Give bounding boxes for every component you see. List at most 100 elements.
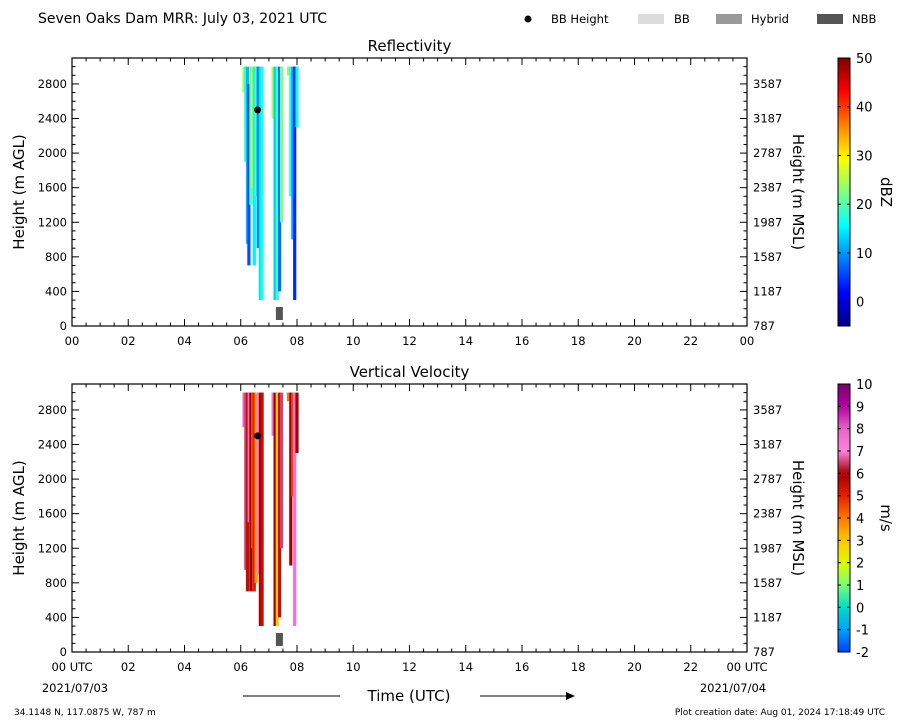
data-column [252,392,256,592]
x-tick-label: 10 [346,660,361,674]
data-column [245,392,250,592]
colorbar-tick-label: 50 [856,52,873,67]
x-tick-label: 08 [290,334,305,348]
data-column [252,66,256,266]
y-right-tick-label: 2387 [753,181,782,195]
y-tick-label: 400 [45,284,67,298]
x-tick-label: 04 [177,660,192,674]
colorbar-tick-label: 30 [856,149,873,164]
data-column [271,392,275,436]
data-column [258,392,262,626]
x-tick-label: 14 [458,334,473,348]
bb-flag-marker [275,307,283,320]
data-column [256,66,260,249]
colorbar-label: m/s [877,504,895,532]
colorbar-tick-label: 6 [856,467,864,482]
y-right-tick-label: 1587 [753,576,782,590]
data-column [278,66,282,292]
y-tick-label: 800 [45,250,67,264]
x-tick-label: 22 [683,660,698,674]
y-axis-label: Height (m AGL) [10,134,28,249]
bb-flag-marker [275,633,283,646]
figure-title: Seven Oaks Dam MRR: July 03, 2021 UTC [38,11,327,27]
data-column [254,66,258,197]
data-column [273,392,277,626]
data-column [287,66,291,76]
y-right-tick-label: 2387 [753,507,782,521]
data-column [244,392,248,570]
bb-height-marker [254,106,262,114]
data-column [279,392,284,549]
y-tick-label: 1200 [38,541,67,555]
data-column [271,66,275,119]
x-tick-label: 22 [683,334,698,348]
legend: BB Height BB Hybrid NBB [524,12,876,26]
colorbar-tick-label: 1 [856,579,864,594]
x-tick-label: 14 [458,660,473,674]
colorbar-label: dBZ [877,177,895,207]
data-column [244,66,248,162]
data-column [275,66,279,300]
y-right-tick-label: 1587 [753,250,782,264]
colorbar-tick-label: 0 [856,296,864,311]
colorbar-tick-label: 10 [856,378,873,393]
data-column [242,66,246,93]
y-tick-label: 2800 [38,403,67,417]
legend-nbb-swatch [817,14,843,24]
y-tick-label: 2000 [38,146,67,160]
data-column [291,392,295,497]
x-tick-label: 02 [121,660,136,674]
x-tick-label: 12 [402,334,417,348]
panel-title: Vertical Velocity [350,363,470,381]
y-right-axis-label: Height (m MSL) [789,460,807,576]
data-column [295,66,299,128]
data-column [293,66,297,300]
end-date-label: 2021/07/04 [700,681,766,695]
bb-height-marker [254,432,262,440]
y-tick-label: 0 [60,319,67,333]
y-tick-label: 400 [45,610,67,624]
data-column [295,392,299,454]
data-column [251,392,255,549]
y-right-tick-label: 3587 [753,403,782,417]
x-tick-label: 12 [402,660,417,674]
legend-hybrid-swatch [716,14,742,24]
y-tick-label: 1200 [38,215,67,229]
start-date-label: 2021/07/03 [42,681,108,695]
colorbar-tick-label: 10 [856,247,873,262]
data-column [275,392,279,626]
data-column [256,392,260,575]
x-tick-label: 18 [571,334,586,348]
y-axis-label: Height (m AGL) [10,460,28,575]
panel-title: Reflectivity [368,37,452,55]
time-axis-label: Time (UTC) [367,687,451,705]
legend-hybrid-label: Hybrid [751,12,789,26]
y-tick-label: 1600 [38,507,67,521]
data-column [293,392,297,626]
colorbar-tick-label: 4 [856,512,864,527]
y-right-tick-label: 3187 [753,112,782,126]
data-column [249,66,253,205]
colorbar [837,57,851,327]
data-column [260,392,264,626]
data-column [278,392,282,618]
data-column [258,66,262,300]
y-tick-label: 2400 [38,112,67,126]
y-tick-label: 2400 [38,438,67,452]
y-right-tick-label: 2787 [753,146,782,160]
colorbar-tick-label: 9 [856,400,864,415]
x-tick-label: 00 UTC [51,660,92,674]
x-tick-label: 16 [515,660,530,674]
x-tick-label: 08 [290,660,305,674]
data-column [279,66,284,223]
data-column [249,392,253,592]
y-right-tick-label: 2787 [753,472,782,486]
creation-date-text: Plot creation date: Aug 01, 2024 17:18:4… [675,708,885,718]
colorbar-tick-label: -1 [856,624,869,639]
y-right-tick-label: 787 [753,645,775,659]
data-column [291,66,295,240]
x-tick-label: 18 [571,660,586,674]
